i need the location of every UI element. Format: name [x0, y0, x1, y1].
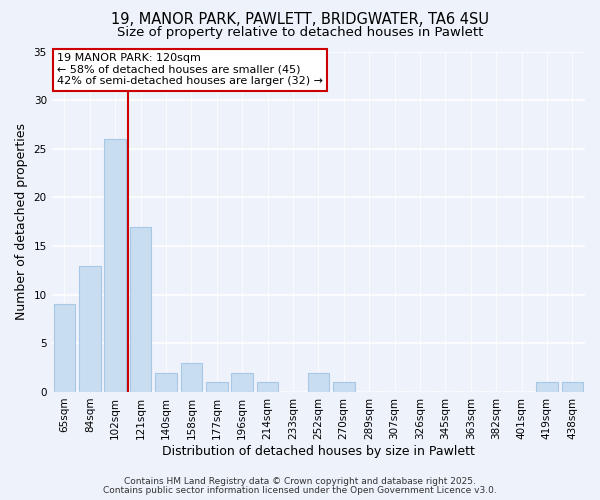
- Bar: [130, 226, 151, 392]
- Bar: [333, 382, 355, 392]
- Text: Size of property relative to detached houses in Pawlett: Size of property relative to detached ho…: [117, 26, 483, 39]
- Bar: [155, 372, 177, 392]
- Text: 19, MANOR PARK, PAWLETT, BRIDGWATER, TA6 4SU: 19, MANOR PARK, PAWLETT, BRIDGWATER, TA6…: [111, 12, 489, 28]
- Bar: [53, 304, 75, 392]
- Bar: [104, 139, 126, 392]
- Text: Contains public sector information licensed under the Open Government Licence v3: Contains public sector information licen…: [103, 486, 497, 495]
- Bar: [206, 382, 227, 392]
- Y-axis label: Number of detached properties: Number of detached properties: [15, 123, 28, 320]
- Text: Contains HM Land Registry data © Crown copyright and database right 2025.: Contains HM Land Registry data © Crown c…: [124, 478, 476, 486]
- Text: 19 MANOR PARK: 120sqm
← 58% of detached houses are smaller (45)
42% of semi-deta: 19 MANOR PARK: 120sqm ← 58% of detached …: [57, 53, 323, 86]
- Bar: [232, 372, 253, 392]
- Bar: [308, 372, 329, 392]
- Bar: [562, 382, 583, 392]
- Bar: [536, 382, 557, 392]
- X-axis label: Distribution of detached houses by size in Pawlett: Distribution of detached houses by size …: [162, 444, 475, 458]
- Bar: [257, 382, 278, 392]
- Bar: [79, 266, 101, 392]
- Bar: [181, 363, 202, 392]
